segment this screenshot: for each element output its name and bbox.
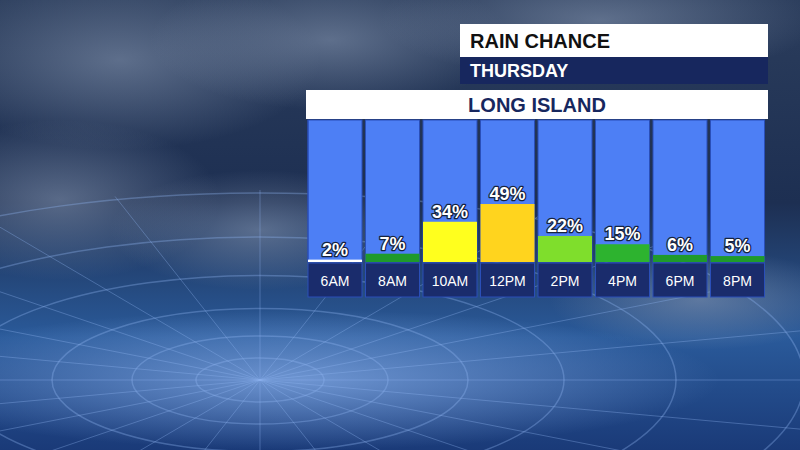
radar-spoke	[0, 331, 800, 429]
subtitle-box	[460, 57, 768, 84]
column-panel	[596, 120, 650, 262]
radar-spoke	[0, 331, 800, 429]
category-cell	[538, 263, 592, 297]
x-tick-label: 12PM	[489, 273, 526, 289]
x-tick-label: 4PM	[608, 273, 637, 289]
data-label: 34%	[432, 202, 468, 222]
category-cell	[366, 263, 420, 297]
category-cell	[653, 263, 707, 297]
bars	[308, 204, 765, 262]
column-panel	[423, 120, 477, 262]
category-cell	[711, 263, 765, 297]
data-label: 49%	[489, 184, 525, 204]
region-box	[306, 90, 768, 119]
bar	[481, 204, 535, 262]
category-cell	[596, 263, 650, 297]
x-tick-label: 2PM	[551, 273, 580, 289]
radar-spoke	[0, 246, 656, 450]
data-label: 5%	[724, 236, 750, 256]
x-tick-label: 8PM	[723, 273, 752, 289]
category-cell	[481, 263, 535, 297]
data-label: 22%	[547, 216, 583, 236]
x-tick-label: 10AM	[432, 273, 469, 289]
radar-ring	[0, 237, 676, 450]
x-tick-label: 6PM	[666, 273, 695, 289]
data-label: 15%	[604, 224, 640, 244]
column-panel	[366, 120, 420, 262]
region: LONG ISLAND	[468, 94, 606, 116]
bar	[711, 256, 765, 262]
title: RAIN CHANCE	[470, 30, 610, 52]
x-tick-label: 8AM	[378, 273, 407, 289]
data-label: 7%	[379, 234, 405, 254]
radar-spoke	[0, 285, 745, 450]
category-cell	[423, 263, 477, 297]
bar	[538, 236, 592, 262]
bar	[423, 222, 477, 262]
column-panel	[653, 120, 707, 262]
category-cell	[308, 263, 362, 297]
data-label: 2%	[322, 240, 348, 260]
column-panel	[308, 120, 362, 262]
radar-spoke	[260, 190, 261, 450]
radar-ring	[0, 276, 564, 450]
subtitle: THURSDAY	[470, 61, 568, 81]
radar-spoke	[0, 380, 800, 381]
y-axis-line	[308, 120, 309, 262]
bar	[308, 260, 362, 262]
column-panel	[538, 120, 592, 262]
bar	[366, 254, 420, 262]
radar-spoke	[0, 246, 656, 450]
bar	[653, 255, 707, 262]
data-labels: 2% 7% 34% 49% 22% 15% 6% 5%	[322, 184, 751, 260]
data-label: 6%	[667, 235, 693, 255]
x-tick-label: 6AM	[321, 273, 350, 289]
column-panel	[481, 120, 535, 262]
radar-spoke	[0, 285, 745, 450]
title-box	[460, 24, 768, 57]
column-panel	[711, 120, 765, 262]
bar	[596, 244, 650, 262]
